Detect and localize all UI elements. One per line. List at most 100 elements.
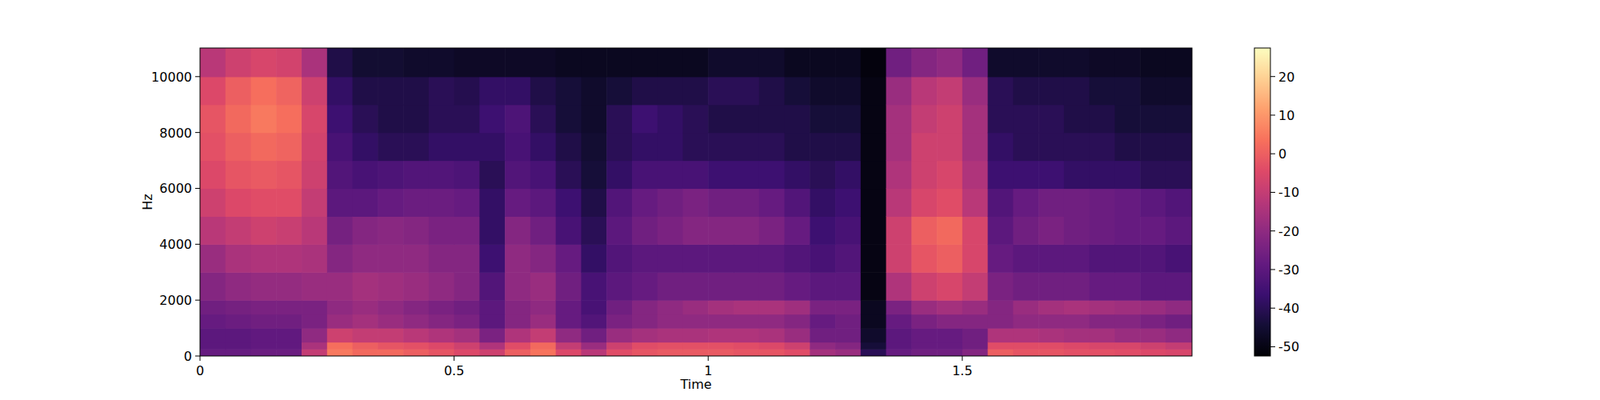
cell <box>936 188 963 217</box>
cell <box>1140 348 1166 356</box>
cell <box>759 328 785 343</box>
cell <box>1064 244 1090 273</box>
cell <box>682 342 708 350</box>
chart: 00.511.50200040006000800010000TimeHz-50-… <box>0 0 1600 400</box>
cell <box>556 272 582 301</box>
cell <box>403 188 429 217</box>
y-tick <box>195 132 200 133</box>
cell <box>504 342 531 350</box>
cell <box>403 314 429 329</box>
cell <box>377 76 404 106</box>
cell <box>962 104 988 134</box>
cell <box>1064 48 1090 77</box>
cell <box>733 300 760 315</box>
cell <box>428 132 455 162</box>
cell <box>377 104 404 134</box>
cell <box>682 300 708 315</box>
cell <box>1012 160 1039 190</box>
cell <box>556 300 582 315</box>
cell <box>733 132 760 162</box>
cell <box>886 216 912 245</box>
cell <box>733 348 760 356</box>
cell <box>784 132 811 162</box>
cell <box>251 244 277 273</box>
cell <box>200 48 226 77</box>
cell <box>1165 160 1192 190</box>
cell <box>225 48 252 77</box>
cell <box>886 244 912 273</box>
cell <box>860 160 887 190</box>
cell <box>911 328 937 343</box>
cell <box>556 132 582 162</box>
cell <box>759 272 785 301</box>
cell <box>504 348 531 356</box>
cell <box>454 348 480 356</box>
cell <box>225 244 252 273</box>
cell <box>276 348 302 356</box>
cell <box>352 272 379 301</box>
cell <box>428 104 455 134</box>
colorbar-tick <box>1270 346 1276 348</box>
cell <box>1064 160 1090 190</box>
cell <box>530 244 556 273</box>
cell <box>657 300 684 315</box>
x-tick <box>961 356 963 361</box>
cell <box>1038 244 1064 273</box>
cell <box>1089 160 1116 190</box>
cell <box>886 328 912 343</box>
y-tick <box>195 300 200 301</box>
cell <box>377 132 404 162</box>
cell <box>632 342 658 350</box>
cell <box>1114 314 1140 329</box>
cell <box>251 104 277 134</box>
cell <box>479 104 505 134</box>
cell <box>251 160 277 190</box>
cell <box>556 244 582 273</box>
cell <box>759 342 785 350</box>
cell <box>809 272 836 301</box>
cell <box>936 342 963 350</box>
cell <box>657 48 684 77</box>
cell <box>327 272 353 301</box>
cell <box>504 216 531 245</box>
cell <box>759 244 785 273</box>
cell <box>809 48 836 77</box>
cell <box>301 132 328 162</box>
cell <box>276 188 302 217</box>
cell <box>606 188 632 217</box>
cell <box>835 188 861 217</box>
cell <box>606 76 632 106</box>
cell <box>301 314 328 329</box>
cell <box>1114 244 1140 273</box>
cell <box>835 342 861 350</box>
cell <box>886 104 912 134</box>
cell <box>1165 342 1192 350</box>
cell <box>1064 76 1090 106</box>
cell <box>225 272 252 301</box>
cell <box>657 216 684 245</box>
cell <box>911 314 937 329</box>
cell <box>708 216 734 245</box>
cell <box>962 342 988 350</box>
cell <box>276 244 302 273</box>
cell <box>200 216 226 245</box>
cell <box>454 132 480 162</box>
cell <box>657 104 684 134</box>
cell <box>556 348 582 356</box>
cell <box>809 244 836 273</box>
cell <box>504 300 531 315</box>
cell <box>911 48 937 77</box>
cell <box>530 188 556 217</box>
cell <box>860 342 887 350</box>
cell <box>454 216 480 245</box>
cell <box>352 160 379 190</box>
cell <box>911 216 937 245</box>
cell <box>352 48 379 77</box>
cell <box>886 188 912 217</box>
cell <box>988 48 1014 77</box>
cell <box>911 160 937 190</box>
cell <box>835 314 861 329</box>
cell <box>428 314 455 329</box>
cell <box>632 160 658 190</box>
cell <box>1012 348 1039 356</box>
